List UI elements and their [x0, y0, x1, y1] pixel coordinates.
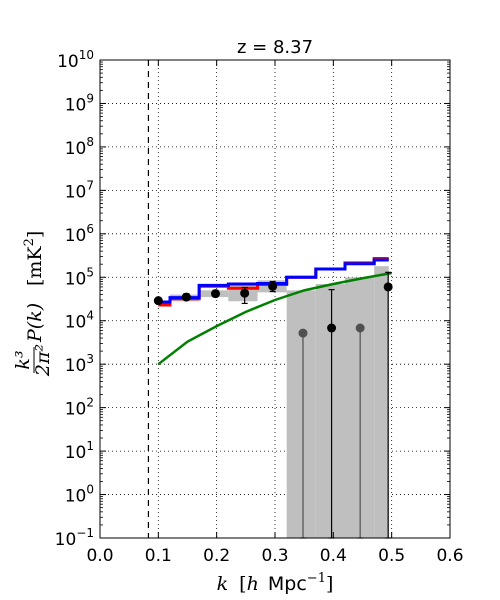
y-tick-label: 1010 — [57, 48, 94, 72]
y-axis-func: P(k) — [24, 303, 46, 343]
data-point — [211, 289, 220, 299]
y-axis-unit-power: 2 — [22, 238, 37, 246]
x-axis-label: k [h Mpc−1] — [217, 571, 334, 595]
y-tick-power: 10 — [79, 48, 94, 62]
data-point — [383, 282, 393, 292]
model-curve-line — [157, 271, 392, 366]
data-point — [355, 323, 365, 333]
x-axis-bracket-close: ] — [326, 573, 333, 595]
y-tick-power: 8 — [86, 135, 94, 149]
y-tick-power: 5 — [86, 265, 94, 279]
plot-area: 0.0 0.1 0.2 0.3 0.4 0.5 0.610−1100101102103104… — [55, 48, 464, 566]
y-tick-label: 109 — [65, 91, 94, 115]
y-tick-power: 2 — [86, 396, 94, 410]
x-tick-label: 0.1 — [145, 546, 172, 566]
data-point — [181, 292, 191, 302]
y-tick-base: 10 — [65, 95, 87, 115]
y-tick-label: 105 — [65, 265, 94, 289]
x-axis-bracket-open: [ — [239, 573, 246, 595]
x-axis-unit: Mpc — [268, 573, 307, 595]
y-tick-base: 10 — [65, 269, 87, 289]
x-tick-label: 0.3 — [261, 546, 288, 566]
y-tick-power: 9 — [86, 91, 94, 105]
x-tick-label: 0.5 — [378, 546, 405, 566]
y-tick-power: 1 — [86, 439, 94, 453]
y-tick-base: 10 — [65, 313, 87, 333]
y-tick-power: 7 — [86, 178, 94, 192]
chart-title: z = 8.37 — [237, 37, 313, 58]
y-tick-base: 10 — [65, 400, 87, 420]
y-tick-power: 4 — [86, 309, 94, 323]
y-tick-power: 3 — [86, 352, 94, 366]
y-tick-label: 10−1 — [55, 526, 94, 550]
y-tick-base: 10 — [65, 356, 87, 376]
y-tick-label: 106 — [65, 222, 94, 246]
x-axis-h: h — [247, 573, 259, 595]
data-point — [153, 296, 163, 306]
x-tick-label: 0.6 — [436, 546, 463, 566]
y-tick-label: 100 — [65, 483, 94, 507]
y-tick-base: 10 — [65, 182, 87, 202]
y-tick-base: 10 — [65, 443, 87, 463]
y-axis-unit-text: [mK — [24, 246, 46, 286]
shaded-error-bar — [286, 290, 316, 538]
y-axis-frac-den: 2π² — [32, 344, 54, 377]
y-tick-power: 0 — [86, 483, 94, 497]
y-tick-label: 102 — [65, 396, 94, 420]
y-tick-base: 10 — [57, 52, 79, 72]
shaded-error-bar — [315, 284, 345, 538]
y-tick-label: 103 — [65, 352, 94, 376]
data-point — [327, 323, 337, 333]
x-tick-label: 0.2 — [203, 546, 230, 566]
y-tick-base: 10 — [65, 487, 87, 507]
x-axis-symbol: k — [217, 573, 229, 595]
x-tick-label: 0.4 — [320, 546, 347, 566]
data-point — [240, 288, 250, 298]
y-tick-label: 104 — [65, 309, 94, 333]
y-tick-power: 6 — [86, 222, 94, 236]
y-axis-label: k³ 2π² P(k) [mK2] — [12, 231, 54, 377]
y-axis-unit: [mK2] — [22, 231, 46, 286]
y-tick-base: 10 — [55, 530, 77, 550]
data-point — [298, 328, 308, 338]
data-point — [268, 281, 278, 291]
y-tick-base: 10 — [65, 139, 87, 159]
y-axis-frac-num: k³ — [12, 350, 34, 369]
y-tick-label: 107 — [65, 178, 94, 202]
x-axis-unit-power: −1 — [307, 571, 326, 586]
shaded-error-bar — [374, 266, 389, 538]
x-tick-label: 0.0 — [86, 546, 113, 566]
y-axis-unit-close: ] — [24, 231, 46, 238]
y-tick-label: 108 — [65, 135, 94, 159]
y-tick-base: 10 — [65, 226, 87, 246]
y-tick-label: 101 — [65, 439, 94, 463]
y-tick-power: −1 — [76, 526, 94, 540]
